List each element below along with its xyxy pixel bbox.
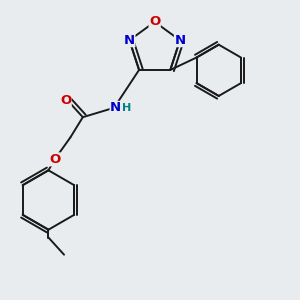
- Text: N: N: [110, 101, 121, 114]
- Text: H: H: [122, 103, 131, 113]
- Text: O: O: [49, 153, 60, 166]
- Text: O: O: [149, 15, 160, 28]
- Text: N: N: [124, 34, 135, 47]
- Text: N: N: [174, 34, 185, 47]
- Text: O: O: [60, 94, 71, 106]
